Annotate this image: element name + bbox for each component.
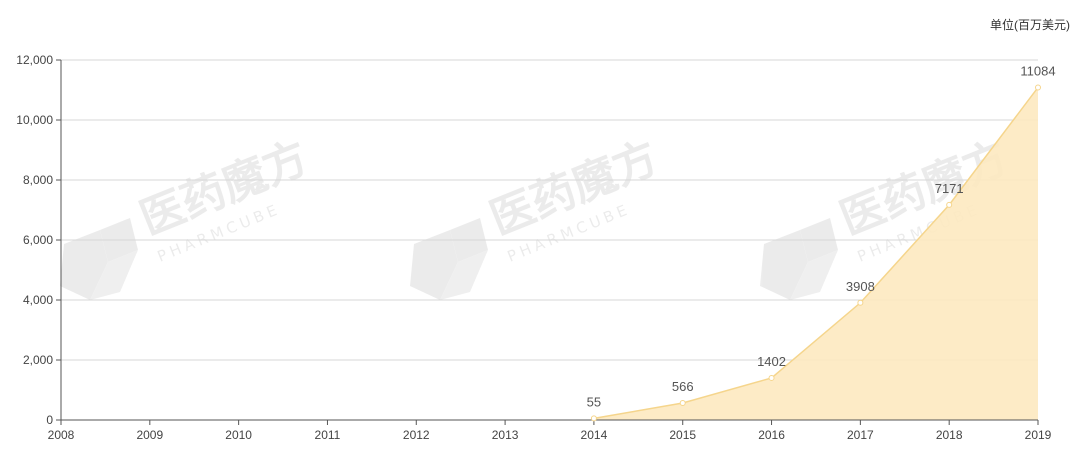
x-tick-label: 2018 xyxy=(936,428,963,442)
data-label: 1402 xyxy=(757,354,786,369)
data-label: 3908 xyxy=(846,279,875,294)
unit-label: 单位(百万美元) xyxy=(990,17,1070,32)
watermark-cube-face xyxy=(410,230,458,300)
y-tick-label: 8,000 xyxy=(23,173,53,187)
series-line xyxy=(593,87,1039,420)
y-tick-label: 0 xyxy=(46,413,53,427)
watermark-cube-face xyxy=(60,230,108,300)
data-point xyxy=(857,299,864,306)
data-point xyxy=(590,415,597,422)
y-tick-label: 6,000 xyxy=(23,233,53,247)
x-tick-label: 2016 xyxy=(758,428,785,442)
x-tick-label: 2008 xyxy=(48,428,75,442)
x-tick-label: 2015 xyxy=(669,428,696,442)
data-point xyxy=(768,374,775,381)
x-tick-label: 2010 xyxy=(225,428,252,442)
x-tick-label: 2013 xyxy=(492,428,519,442)
watermark-cube-face xyxy=(790,250,838,300)
y-tick-label: 4,000 xyxy=(23,293,53,307)
data-label: 7171 xyxy=(935,181,964,196)
y-tick-label: 12,000 xyxy=(16,53,53,67)
x-tick-label: 2011 xyxy=(315,428,341,442)
data-labels: 55 566 1402 3908 7171 11084 xyxy=(587,63,1056,422)
data-point xyxy=(1035,84,1041,91)
watermark-cube-face xyxy=(760,230,808,300)
x-tick-label: 2009 xyxy=(136,428,163,442)
data-label: 11084 xyxy=(1020,63,1055,78)
watermark-cube-face xyxy=(90,250,138,300)
watermark-cube-face xyxy=(440,250,488,300)
x-tick-label: 2012 xyxy=(403,428,430,442)
series-area-fill xyxy=(593,87,1038,420)
axes: 0 2,000 4,000 6,000 8,000 10,000 12,000 2008 200… xyxy=(16,53,1051,442)
x-tick-label: 2019 xyxy=(1025,428,1052,442)
x-tick-label: 2014 xyxy=(581,428,608,442)
data-label: 55 xyxy=(587,394,601,409)
data-point xyxy=(679,400,686,407)
y-tick-label: 2,000 xyxy=(23,353,53,367)
y-tick-label: 10,000 xyxy=(16,113,53,127)
data-label: 566 xyxy=(672,379,694,394)
x-tick-label: 2017 xyxy=(847,428,874,442)
data-point xyxy=(946,201,953,208)
series-area xyxy=(593,87,1039,420)
